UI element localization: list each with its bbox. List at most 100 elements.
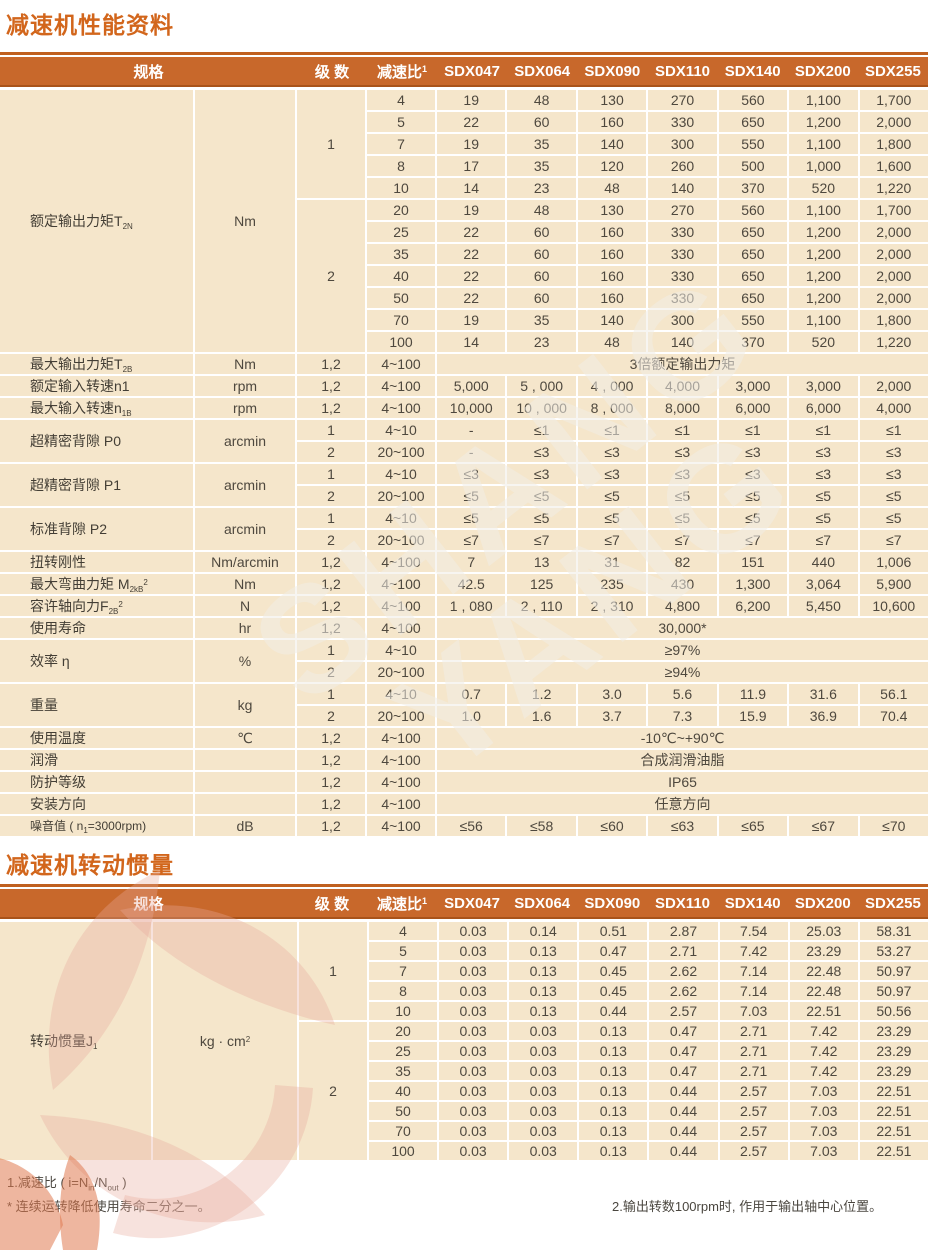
row-label: 额定输出力矩T2N bbox=[0, 90, 193, 352]
value-cell: 1.2 bbox=[507, 684, 576, 704]
value-cell: ≤7 bbox=[648, 530, 717, 550]
value-cell: ≤3 bbox=[859, 464, 928, 484]
row-unit: % bbox=[195, 640, 295, 682]
stage-cell: 1,2 bbox=[297, 750, 365, 770]
value-cell: 4,800 bbox=[648, 596, 717, 616]
value-cell: 7.42 bbox=[719, 942, 788, 960]
value-cell: 48 bbox=[507, 200, 576, 220]
value-cell: 23 bbox=[507, 332, 576, 352]
value-cell: 23.29 bbox=[859, 1062, 928, 1080]
value-cell: 58.31 bbox=[859, 922, 928, 940]
value-cell: 300 bbox=[648, 134, 717, 154]
value-cell: 36.9 bbox=[789, 706, 858, 726]
row-unit: hr bbox=[195, 618, 295, 638]
value-cell: 3,000 bbox=[789, 376, 858, 396]
row-label: 润滑 bbox=[0, 750, 193, 770]
ratio-cell: 100 bbox=[367, 332, 435, 352]
row-label: 超精密背隙 P0 bbox=[0, 420, 193, 462]
row-unit: kg · cm2 bbox=[153, 922, 297, 1160]
value-cell: 1,600 bbox=[859, 156, 928, 176]
value-cell: 11.9 bbox=[718, 684, 788, 704]
value-cell: 2.57 bbox=[719, 1082, 788, 1100]
value-cell: ≤3 bbox=[577, 464, 647, 484]
value-cell: 650 bbox=[718, 244, 788, 264]
footnote-ratio-definition: 1.减速比 ( i=Nin/Nout ) bbox=[7, 1175, 127, 1193]
stage-cell: 2 bbox=[297, 662, 365, 682]
value-cell: 2.71 bbox=[719, 1062, 788, 1080]
merged-value-cell: ≥97% bbox=[437, 640, 928, 660]
value-cell: 270 bbox=[648, 90, 717, 110]
value-cell: 0.03 bbox=[439, 1122, 508, 1140]
stage-cell: 1 bbox=[297, 508, 365, 528]
value-cell: 330 bbox=[648, 288, 717, 308]
value-cell: 1,200 bbox=[789, 266, 858, 286]
value-cell: 330 bbox=[648, 222, 717, 242]
value-cell: ≤70 bbox=[859, 816, 928, 836]
footnote-continuous-operation: * 连续运转降低使用寿命二分之一。 bbox=[7, 1199, 211, 1214]
value-cell: 235 bbox=[577, 574, 647, 594]
value-cell: ≤63 bbox=[648, 816, 717, 836]
header-ratio: 减速比1 bbox=[376, 63, 428, 81]
value-cell: ≤7 bbox=[577, 530, 647, 550]
value-cell: 0.03 bbox=[509, 1102, 578, 1120]
stage-cell: 1,2 bbox=[297, 772, 365, 792]
value-cell: 500 bbox=[718, 156, 788, 176]
ratio-cell: 4~100 bbox=[367, 618, 435, 638]
value-cell: 4,000 bbox=[648, 376, 717, 396]
ratio-cell: 10 bbox=[369, 1002, 437, 1020]
value-cell: 430 bbox=[648, 574, 717, 594]
row-label: 防护等级 bbox=[0, 772, 193, 792]
row-unit: Nm bbox=[195, 574, 295, 594]
stage-cell: 1,2 bbox=[297, 728, 365, 748]
ratio-cell: 8 bbox=[367, 156, 435, 176]
value-cell: 0.03 bbox=[439, 942, 508, 960]
value-cell: 1,800 bbox=[859, 134, 928, 154]
value-cell: 31 bbox=[577, 552, 647, 572]
value-cell: ≤5 bbox=[507, 508, 576, 528]
value-cell: ≤58 bbox=[507, 816, 576, 836]
header-model-sdx140: SDX140 bbox=[724, 894, 781, 912]
ratio-cell: 4~100 bbox=[367, 376, 435, 396]
value-cell: 160 bbox=[577, 244, 647, 264]
value-cell: 22.51 bbox=[859, 1122, 928, 1140]
value-cell: 0.44 bbox=[649, 1102, 718, 1120]
row-label: 容许轴向力F2B2 bbox=[0, 596, 193, 616]
value-cell: 1,220 bbox=[859, 178, 928, 198]
value-cell: 330 bbox=[648, 266, 717, 286]
value-cell: 19 bbox=[437, 90, 506, 110]
value-cell: ≤3 bbox=[718, 464, 788, 484]
row-unit: Nm/arcmin bbox=[195, 552, 295, 572]
ratio-cell: 8 bbox=[369, 982, 437, 1000]
value-cell: 1,700 bbox=[859, 200, 928, 220]
value-cell: 2.57 bbox=[649, 1002, 718, 1020]
merged-value-cell: 合成润滑油脂 bbox=[437, 750, 928, 770]
value-cell: 560 bbox=[718, 200, 788, 220]
value-cell: 35 bbox=[507, 134, 576, 154]
value-cell: 0.03 bbox=[439, 1142, 508, 1160]
ratio-cell: 4~100 bbox=[367, 574, 435, 594]
stage-cell: 1,2 bbox=[297, 376, 365, 396]
value-cell: ≤67 bbox=[789, 816, 858, 836]
row-unit: Nm bbox=[195, 354, 295, 374]
value-cell: 50.97 bbox=[859, 982, 928, 1000]
value-cell: 31.6 bbox=[789, 684, 858, 704]
ratio-cell: 4 bbox=[367, 90, 435, 110]
performance-section-title: 减速机性能资料 bbox=[6, 12, 174, 38]
stage-cell: 1,2 bbox=[297, 552, 365, 572]
value-cell: ≤5 bbox=[648, 508, 717, 528]
value-cell: 0.03 bbox=[439, 1102, 508, 1120]
ratio-cell: 20~100 bbox=[367, 662, 435, 682]
value-cell: 1,800 bbox=[859, 310, 928, 330]
value-cell: 650 bbox=[718, 112, 788, 132]
value-cell: 0.47 bbox=[649, 1022, 718, 1040]
header-model-sdx140: SDX140 bbox=[724, 62, 781, 80]
value-cell: 17 bbox=[437, 156, 506, 176]
value-cell: 60 bbox=[507, 266, 576, 286]
value-cell: 8,000 bbox=[648, 398, 717, 418]
value-cell: 2,000 bbox=[859, 376, 928, 396]
value-cell: 2.71 bbox=[719, 1022, 788, 1040]
value-cell: 2.62 bbox=[649, 982, 718, 1000]
value-cell: 0.51 bbox=[579, 922, 648, 940]
row-unit: Nm bbox=[195, 90, 295, 352]
value-cell: 48 bbox=[577, 332, 647, 352]
